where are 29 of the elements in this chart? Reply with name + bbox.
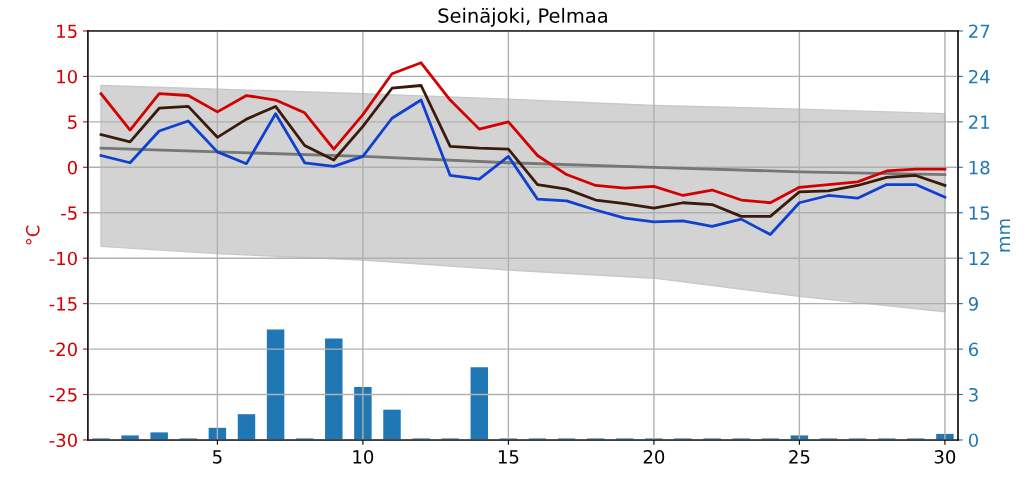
y2-tick-label: 6 bbox=[968, 342, 979, 357]
y-tick-label: -20 bbox=[49, 342, 77, 357]
y2-tick-label: 24 bbox=[969, 69, 990, 84]
chart-title: Seinäjoki, Pelmaa bbox=[438, 7, 607, 27]
y-tick-label: -10 bbox=[49, 251, 77, 266]
x-tick-label: 5 bbox=[213, 450, 222, 464]
y2-axis-title: mm bbox=[999, 219, 1010, 252]
y2-tick-label: 15 bbox=[969, 206, 990, 220]
x-tick-label: 10 bbox=[353, 450, 374, 464]
y-tick-label: -5 bbox=[61, 206, 77, 220]
y2-tick-label: 9 bbox=[968, 297, 978, 311]
y-tick-label: 5 bbox=[68, 115, 77, 129]
y-axis-title: °C bbox=[25, 225, 40, 245]
y2-tick-label: 18 bbox=[969, 160, 990, 175]
y-tick-label: -30 bbox=[49, 433, 77, 448]
x-tick-label: 30 bbox=[934, 450, 956, 464]
y2-tick-label: 12 bbox=[969, 251, 989, 266]
y-tick-label: 0 bbox=[67, 160, 77, 175]
y-tick-label: 15 bbox=[57, 24, 77, 39]
x-tick-label: 25 bbox=[789, 450, 810, 464]
y-tick-label: 10 bbox=[57, 69, 77, 84]
x-tick-label: 15 bbox=[498, 450, 519, 464]
y-tick-label: -25 bbox=[49, 387, 77, 402]
x-tick-label: 20 bbox=[643, 450, 665, 464]
y2-tick-label: 27 bbox=[969, 24, 990, 38]
y2-tick-label: 0 bbox=[968, 433, 979, 448]
y2-tick-label: 3 bbox=[969, 387, 978, 402]
y2-tick-label: 21 bbox=[969, 115, 990, 129]
y-tick-label: -15 bbox=[49, 297, 77, 311]
